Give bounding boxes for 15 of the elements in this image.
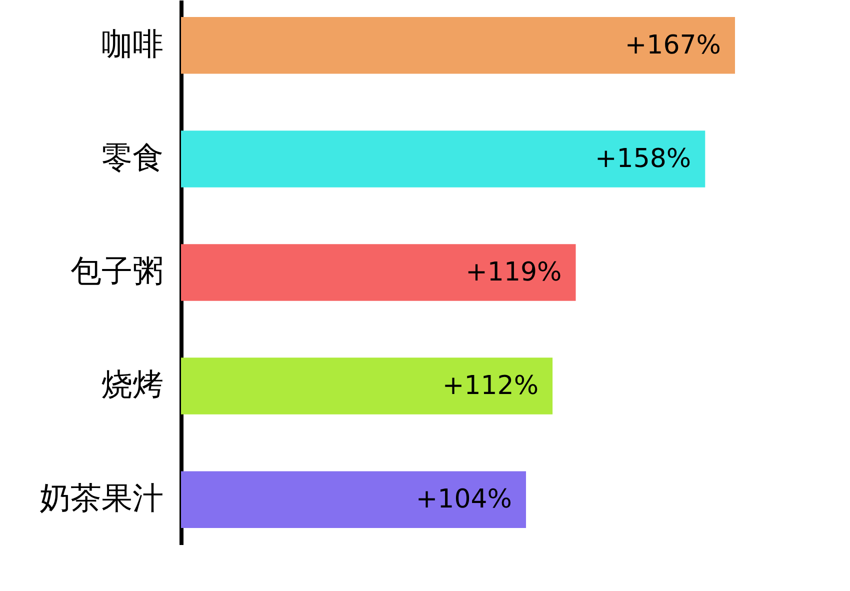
y-tick-label: 零食 [102,140,164,176]
y-tick-label: 咖啡 [102,26,164,62]
y-tick-label: 奶茶果汁 [40,480,164,517]
data-label: +112% [442,371,539,402]
data-label: +104% [416,484,512,515]
data-label: +167% [624,30,721,60]
data-label: +119% [466,258,562,288]
y-tick-label: 烧烤 [102,367,164,404]
bar [181,17,735,74]
bar [181,471,526,528]
bar [181,244,576,301]
y-tick-label: 包子粥 [70,254,164,290]
bar [181,358,553,414]
bar [181,130,706,188]
data-label: +158% [595,144,692,174]
